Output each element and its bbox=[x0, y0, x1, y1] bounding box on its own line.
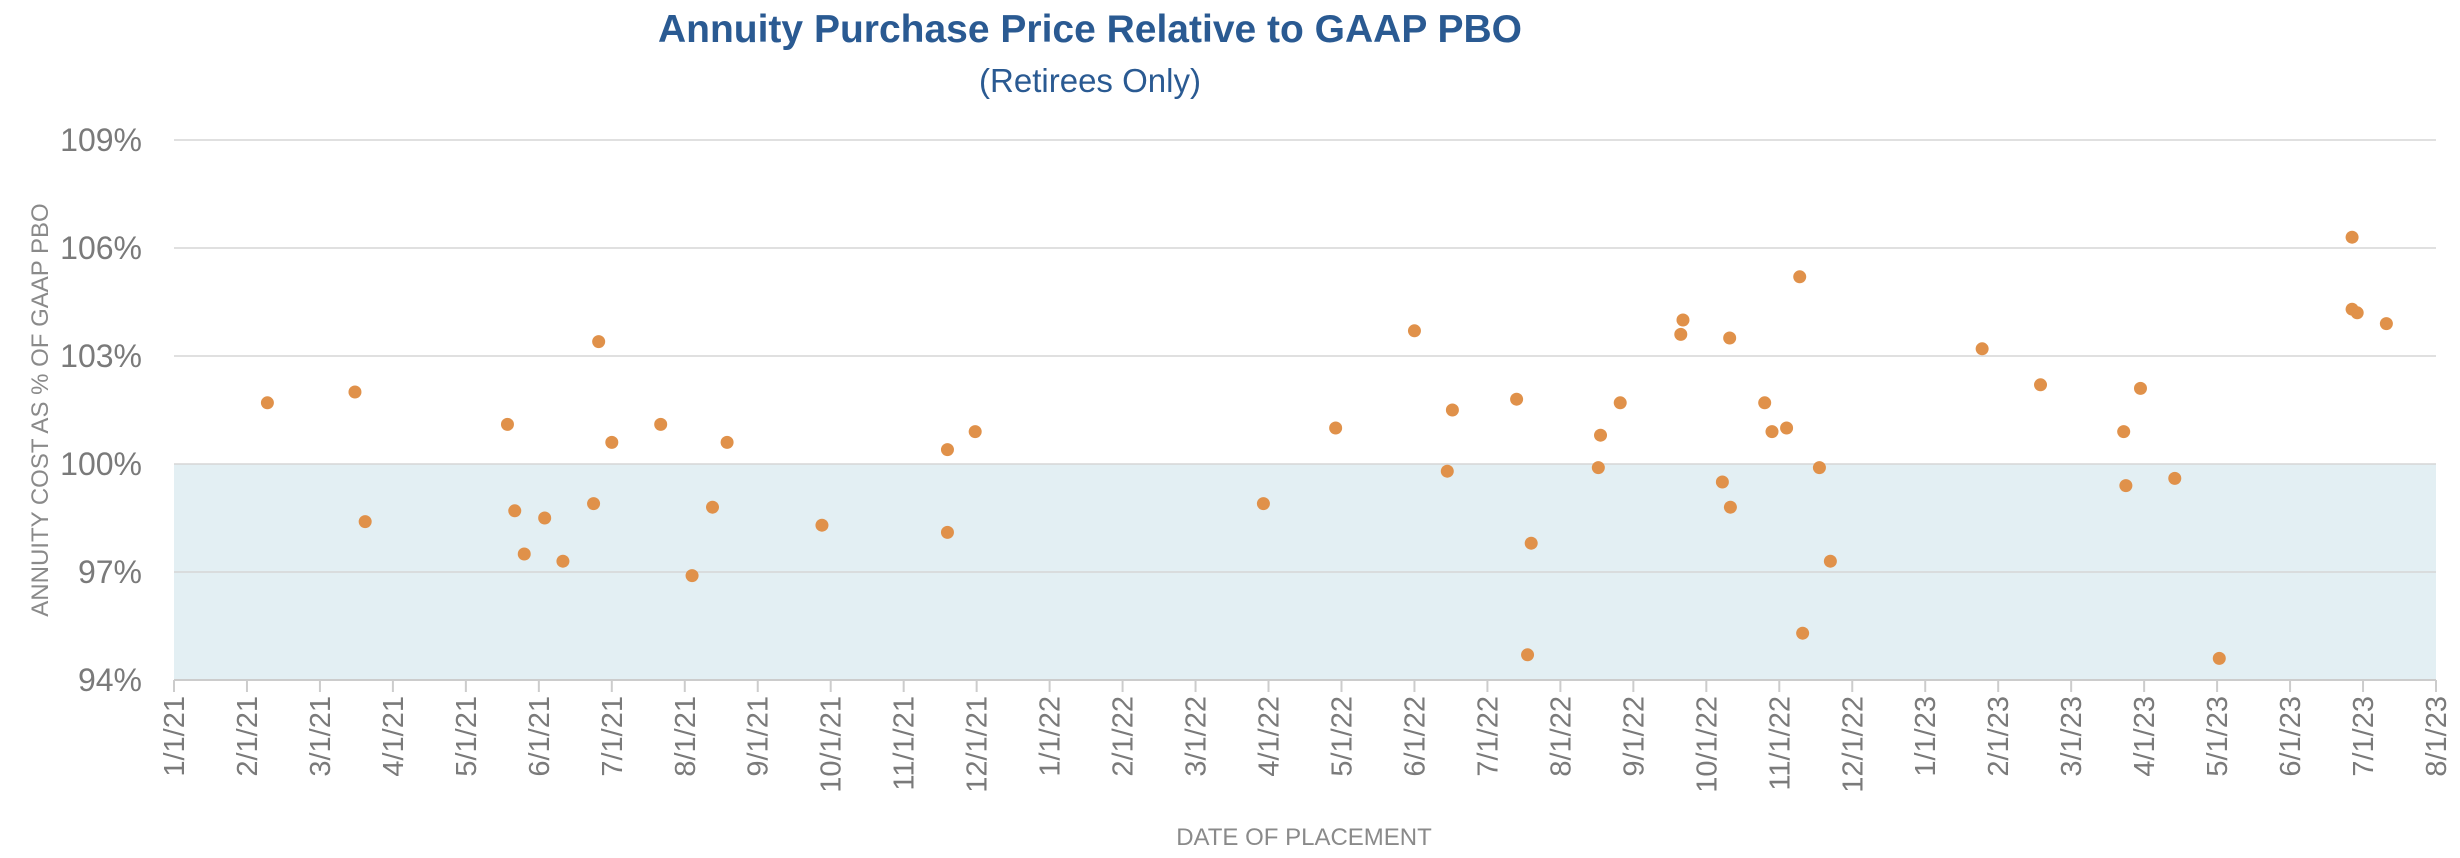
x-tick-label: 5/1/21 bbox=[451, 696, 483, 777]
data-point bbox=[815, 518, 829, 532]
x-tick-label: 7/1/21 bbox=[597, 696, 629, 777]
x-tick-label: 3/1/21 bbox=[305, 696, 337, 777]
x-tick-label: 6/1/21 bbox=[524, 696, 556, 777]
x-tick-label: 5/1/23 bbox=[2202, 696, 2234, 777]
x-tick-label: 4/1/23 bbox=[2129, 696, 2161, 777]
data-point bbox=[500, 417, 514, 431]
data-point bbox=[1676, 313, 1690, 327]
data-point bbox=[968, 425, 982, 439]
x-tick-label: 5/1/22 bbox=[1326, 696, 1358, 777]
data-point bbox=[1510, 392, 1524, 406]
x-tick-label: 1/1/22 bbox=[1035, 696, 1067, 777]
data-point bbox=[1758, 396, 1772, 410]
data-point bbox=[2117, 425, 2131, 439]
data-point bbox=[1594, 428, 1608, 442]
data-point bbox=[1440, 464, 1454, 478]
data-point bbox=[2350, 306, 2364, 320]
data-point bbox=[2379, 317, 2393, 331]
x-tick-label: 8/1/21 bbox=[670, 696, 702, 777]
x-tick-label: 8/1/23 bbox=[2421, 696, 2453, 777]
x-tick-label: 9/1/22 bbox=[1618, 696, 1650, 777]
x-axis-label: DATE OF PLACEMENT bbox=[1176, 824, 1432, 851]
data-point bbox=[706, 500, 720, 514]
x-tick-label: 12/1/22 bbox=[1837, 696, 1869, 793]
data-point bbox=[2119, 479, 2133, 493]
data-point bbox=[508, 504, 522, 518]
x-tick-label: 7/1/22 bbox=[1472, 696, 1504, 777]
x-tick-label: 2/1/21 bbox=[232, 696, 264, 777]
x-tick-label: 1/1/23 bbox=[1910, 696, 1942, 777]
data-point bbox=[358, 515, 372, 529]
y-tick-label: 103% bbox=[60, 338, 142, 374]
data-point bbox=[1445, 403, 1459, 417]
data-point bbox=[2034, 378, 2048, 392]
x-tick-label: 10/1/21 bbox=[816, 696, 848, 793]
data-point bbox=[1780, 421, 1794, 435]
data-point bbox=[1407, 324, 1421, 338]
data-point bbox=[1812, 461, 1826, 475]
data-point bbox=[1591, 461, 1605, 475]
y-axis-label: ANNUITY COST AS % OF GAAP PBO bbox=[27, 203, 54, 616]
data-point bbox=[260, 396, 274, 410]
data-point bbox=[1256, 497, 1270, 511]
data-point bbox=[1723, 500, 1737, 514]
data-point bbox=[2212, 651, 2226, 665]
data-point bbox=[1823, 554, 1837, 568]
data-point bbox=[1329, 421, 1343, 435]
data-point bbox=[538, 511, 552, 525]
x-tick-label: 7/1/23 bbox=[2348, 696, 2380, 777]
y-tick-label: 100% bbox=[60, 446, 142, 482]
data-point bbox=[592, 335, 606, 349]
data-point bbox=[940, 525, 954, 539]
chart-subtitle: (Retirees Only) bbox=[979, 62, 1201, 99]
data-point bbox=[1975, 342, 1989, 356]
data-point bbox=[517, 547, 531, 561]
data-point bbox=[1521, 648, 1535, 662]
x-tick-label: 10/1/22 bbox=[1691, 696, 1723, 793]
data-point bbox=[1796, 626, 1810, 640]
x-tick-label: 2/1/22 bbox=[1108, 696, 1140, 777]
data-point bbox=[348, 385, 362, 399]
x-tick-label: 1/1/21 bbox=[159, 696, 191, 777]
x-tick-label: 4/1/21 bbox=[378, 696, 410, 777]
data-point bbox=[1723, 331, 1737, 345]
x-tick-label: 3/1/23 bbox=[2056, 696, 2088, 777]
y-tick-label: 97% bbox=[78, 554, 142, 590]
data-point bbox=[1715, 475, 1729, 489]
data-point bbox=[940, 443, 954, 457]
x-tick-label: 11/1/21 bbox=[889, 696, 921, 791]
data-point bbox=[587, 497, 601, 511]
data-point bbox=[1765, 425, 1779, 439]
data-point bbox=[1524, 536, 1538, 550]
x-tick-label: 6/1/23 bbox=[2275, 696, 2307, 777]
x-tick-label: 11/1/22 bbox=[1764, 696, 1796, 791]
x-tick-label: 4/1/22 bbox=[1254, 696, 1286, 777]
y-tick-label: 94% bbox=[78, 662, 142, 698]
data-point bbox=[556, 554, 570, 568]
data-point bbox=[2168, 471, 2182, 485]
x-tick-label: 8/1/22 bbox=[1545, 696, 1577, 777]
x-tick-label: 12/1/21 bbox=[962, 696, 994, 793]
data-point bbox=[654, 417, 668, 431]
data-point bbox=[1793, 270, 1807, 284]
data-point bbox=[2133, 381, 2147, 395]
data-point bbox=[2345, 230, 2359, 244]
x-tick-label: 3/1/22 bbox=[1181, 696, 1213, 777]
x-tick-label: 9/1/21 bbox=[743, 696, 775, 777]
y-tick-label: 109% bbox=[60, 122, 142, 158]
data-point bbox=[720, 435, 734, 449]
data-point bbox=[605, 435, 619, 449]
data-point bbox=[1613, 396, 1627, 410]
x-tick-label: 6/1/22 bbox=[1399, 696, 1431, 777]
chart-title: Annuity Purchase Price Relative to GAAP … bbox=[657, 8, 1523, 51]
data-point bbox=[685, 569, 699, 583]
x-tick-label: 2/1/23 bbox=[1983, 696, 2015, 777]
y-tick-label: 106% bbox=[60, 230, 142, 266]
data-point bbox=[1674, 327, 1688, 341]
